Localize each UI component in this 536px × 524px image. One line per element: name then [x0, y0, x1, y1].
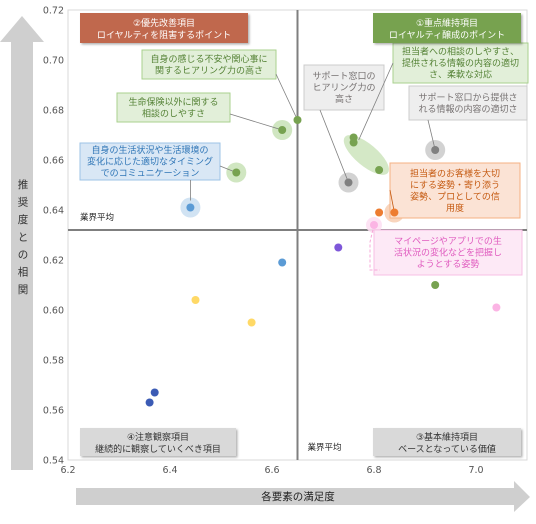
data-point — [431, 146, 440, 154]
y-axis-label-char: と — [18, 232, 29, 244]
average-label-vertical: 業界平均 — [308, 442, 342, 453]
x-tick-label: 7.0 — [468, 465, 483, 476]
y-tick-label: 0.56 — [43, 406, 64, 417]
annotation-box — [79, 142, 221, 181]
y-axis-label-char: 推 — [18, 178, 29, 191]
y-tick-label: 0.66 — [43, 156, 64, 167]
annotation-text: にする姿勢・寄り添う — [410, 179, 500, 191]
x-tick-label: 6.6 — [264, 465, 279, 476]
data-point — [232, 168, 241, 177]
data-point — [349, 138, 358, 147]
quadrant-label-box — [80, 428, 236, 456]
y-axis-label-char: 度 — [18, 213, 29, 226]
annotation-text: 生命保険以外に関する — [128, 96, 218, 108]
quadrant-subtitle: ベースとなっている価値 — [398, 443, 496, 455]
annotation-connector — [229, 113, 283, 131]
quadrant-label-box — [373, 428, 521, 456]
annotation-text: 姿勢、プロとしての信 — [410, 190, 500, 202]
quadrant-title: ③基本維持項目 — [416, 431, 478, 443]
annotation-box — [392, 42, 529, 84]
annotation-text: 提供される情報の内容の適切 — [402, 57, 519, 69]
annotation-text: 活状況の変化などを把握し — [394, 247, 502, 259]
x-tick-label: 6.2 — [60, 465, 75, 476]
data-point — [293, 116, 302, 124]
data-point — [191, 296, 200, 304]
y-axis-label-char: 相 — [18, 266, 29, 279]
data-point — [344, 178, 353, 187]
annotation-text: れる情報の内容の適切さ — [418, 103, 517, 115]
annotation-connector — [358, 62, 394, 141]
annotation-box — [116, 92, 231, 123]
data-point — [278, 258, 287, 267]
annotation-box — [141, 49, 277, 80]
annotation-text: 自身の生活状況や生活環境の — [91, 144, 208, 156]
annotation-connector — [275, 73, 298, 121]
annotation-box — [408, 85, 528, 121]
annotation-text: 自身の感じる不安や関心事に — [150, 53, 267, 65]
data-point — [334, 243, 343, 252]
quadrant-title: ④注意観察項目 — [127, 431, 189, 443]
annotation-text: ようとする姿勢 — [417, 258, 480, 270]
y-axis-label-char: の — [18, 249, 29, 261]
quadrant-label-box — [373, 13, 521, 43]
annotation-connector — [319, 109, 349, 183]
annotation-text: マイページやアプリでの生 — [394, 235, 502, 247]
y-axis-label-char: 関 — [18, 284, 29, 296]
data-point — [375, 208, 384, 217]
data-point — [390, 208, 399, 217]
annotation-connector — [369, 224, 380, 271]
data-point — [145, 398, 154, 407]
y-tick-label: 0.62 — [43, 256, 64, 267]
y-tick-label: 0.70 — [43, 56, 64, 67]
quadrant-subtitle: ロイヤルティ醸成のポイント — [389, 29, 505, 41]
y-tick-label: 0.58 — [43, 356, 64, 367]
quadrant-label-box — [80, 13, 248, 43]
x-tick-label: 6.4 — [162, 465, 177, 476]
y-tick-label: 0.60 — [43, 306, 64, 317]
annotation-text: サポート窓口の — [312, 70, 375, 82]
data-point — [247, 318, 256, 327]
annotation-text: 担当者への相談のしやすさ、 — [402, 46, 519, 58]
x-axis-label: 各要素の満足度 — [261, 490, 335, 503]
annotation-connector — [427, 119, 436, 151]
annotation-box — [373, 229, 523, 276]
annotation-text: ヒアリング力の — [312, 82, 375, 94]
y-tick-label: 0.72 — [43, 6, 64, 17]
annotation-text: サポート窓口から提供さ — [418, 91, 517, 103]
data-point — [431, 281, 440, 289]
data-point — [186, 203, 195, 212]
quadrant-subtitle: ロイヤルティを阻害するポイント — [97, 29, 231, 41]
annotation-text: 関するヒアリング力の高さ — [155, 64, 263, 76]
annotation-text: 高さ — [335, 93, 353, 105]
y-tick-label: 0.68 — [43, 106, 64, 117]
data-point — [150, 388, 159, 397]
data-point — [278, 126, 287, 134]
y-tick-label: 0.64 — [43, 206, 64, 217]
annotation-text: 変化に応じた適切なタイミング — [87, 156, 213, 168]
y-tick-label: 0.54 — [43, 456, 64, 467]
quadrant-title: ②優先改善項目 — [133, 17, 195, 29]
y-axis-label-char: 奨 — [18, 196, 29, 209]
data-point — [492, 303, 501, 312]
annotation-text: 相談のしやすさ — [142, 107, 205, 119]
quadrant-subtitle: 継続的に観察していくべき項目 — [95, 443, 221, 455]
data-point — [370, 221, 378, 229]
quadrant-title: ①重点維持項目 — [416, 17, 478, 29]
average-label-horizontal: 業界平均 — [80, 212, 114, 223]
x-tick-label: 6.8 — [366, 465, 381, 476]
data-point — [375, 166, 384, 174]
annotation-text: 担当者のお客様を大切 — [410, 167, 500, 179]
annotation-text: 用度 — [446, 202, 464, 214]
x-axis-arrow — [76, 481, 530, 512]
y-axis-arrow — [0, 16, 44, 470]
annotation-text: さ、柔軟な対応 — [429, 69, 492, 81]
annotation-box — [303, 64, 385, 111]
annotation-text: でのコミュニケーション — [101, 168, 200, 179]
annotation-box — [389, 162, 521, 219]
